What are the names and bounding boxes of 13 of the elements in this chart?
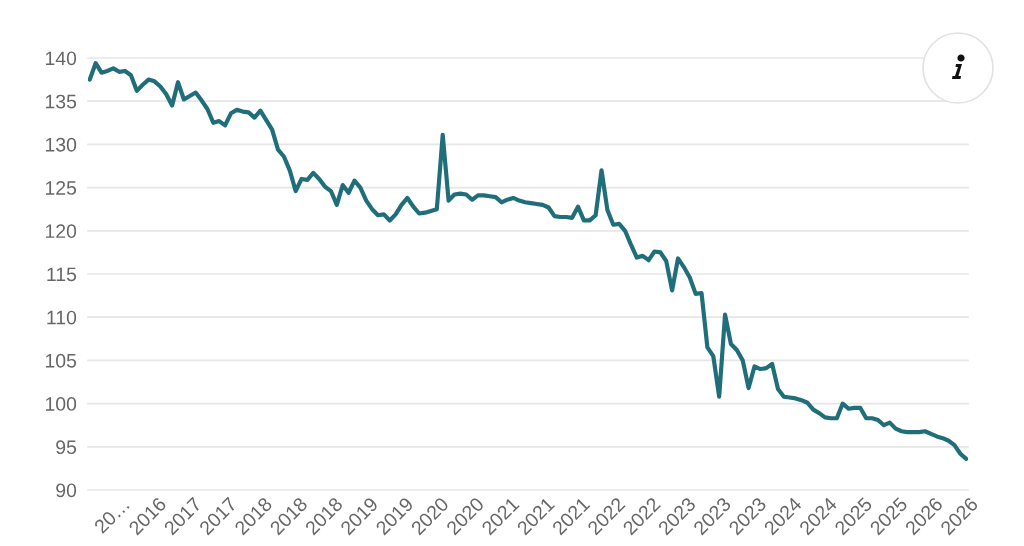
y-tick-label: 125 [45, 181, 77, 195]
x-tick-label: 20… [93, 497, 130, 534]
y-tick-label: 100 [45, 397, 77, 411]
y-tick-label: 135 [45, 94, 77, 109]
y-tick-label: 110 [47, 310, 77, 325]
y-tick-label: 90 [56, 483, 77, 498]
y-tick-label: 115 [47, 267, 77, 282]
y-tick-label: 130 [45, 137, 77, 152]
y-tick-label: 95 [56, 440, 77, 455]
y-tick-label: 140 [45, 51, 77, 66]
y-tick-label: 120 [45, 224, 77, 239]
y-tick-label: 105 [45, 353, 77, 368]
line-series [88, 61, 968, 461]
